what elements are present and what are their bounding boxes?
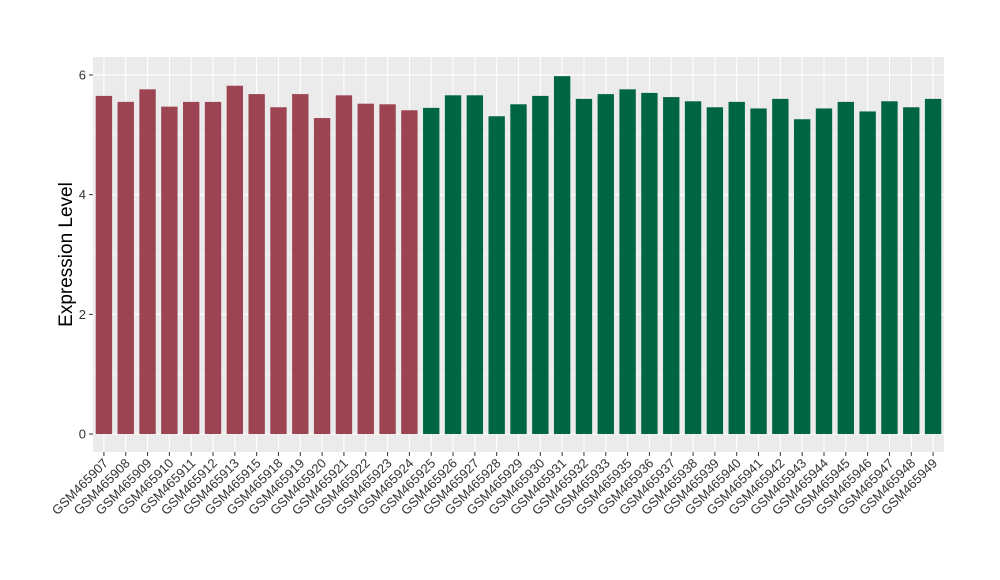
bar-GSM465933 [597,94,614,435]
bar-GSM465911 [183,101,200,435]
y-tick-label: 4 [79,187,86,202]
bar-GSM465910 [161,106,178,435]
bar-GSM465944 [815,108,833,435]
bar-GSM465937 [663,97,680,435]
bar-GSM465908 [117,101,134,435]
bar-GSM465931 [553,76,571,435]
y-tick-label: 0 [79,427,86,442]
bar-GSM465936 [641,92,658,435]
bar-GSM465949 [924,98,942,435]
y-axis-title: Expression Level [56,182,77,327]
y-tick-label: 6 [79,67,86,82]
bar-GSM465907 [95,95,113,435]
bar-GSM465941 [750,108,767,435]
y-axis: 0 2 4 6 [79,67,93,442]
bar-GSM465919 [292,94,309,435]
bar-GSM465946 [859,111,876,435]
bar-GSM465924 [401,110,418,435]
bar-GSM465938 [684,101,702,435]
bars [95,76,942,435]
x-axis: GSM465907GSM465908GSM465909GSM465910GSM4… [49,452,940,518]
bar-GSM465912 [204,101,222,435]
bar-GSM465928 [488,116,505,435]
bar-GSM465932 [575,98,593,435]
bar-GSM465939 [706,107,724,435]
bar-GSM465913 [226,85,244,435]
bar-GSM465927 [466,95,484,435]
bar-GSM465929 [510,104,527,435]
y-tick-label: 2 [79,307,86,322]
bar-GSM465909 [139,89,156,435]
bar-GSM465930 [532,95,549,435]
bar-GSM465948 [903,107,920,435]
bar-GSM465942 [772,98,789,435]
bar-GSM465943 [793,119,811,435]
bar-GSM465935 [619,89,636,435]
bar-GSM465920 [313,118,331,435]
bar-GSM465947 [881,101,898,435]
bar-GSM465940 [728,101,745,435]
bar-GSM465915 [248,94,265,435]
bar-GSM465923 [379,104,396,435]
bar-GSM465925 [423,107,440,435]
bar-GSM465918 [270,107,287,435]
bar-GSM465922 [357,103,374,435]
bar-GSM465945 [837,101,854,435]
bar-GSM465921 [335,95,353,435]
bar-GSM465926 [444,95,462,435]
